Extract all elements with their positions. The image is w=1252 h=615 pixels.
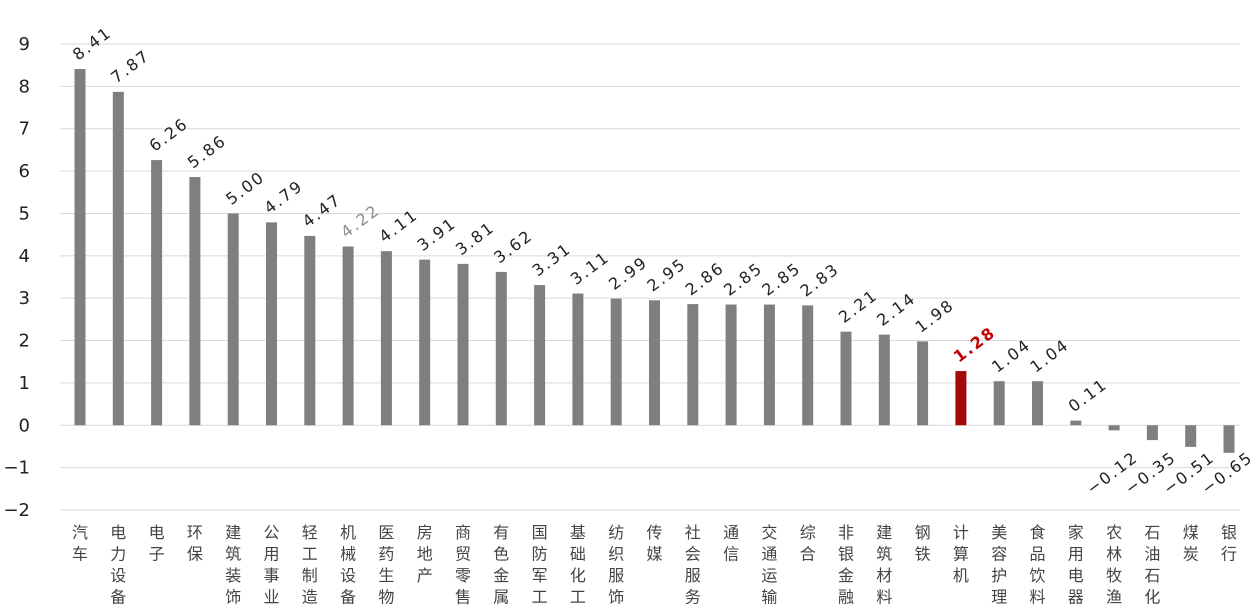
y-tick-label: −2 xyxy=(3,500,30,521)
value-label: 1.04 xyxy=(988,335,1034,376)
value-label: 2.21 xyxy=(835,285,881,326)
bar xyxy=(381,251,392,425)
bar xyxy=(419,260,430,426)
y-tick-label: 0 xyxy=(19,415,30,436)
category-label: 计算机 xyxy=(953,523,969,585)
y-tick-label: 3 xyxy=(19,288,30,309)
bar xyxy=(113,92,124,425)
category-label: 煤炭 xyxy=(1183,523,1199,564)
category-label: 轻工制造 xyxy=(302,523,318,607)
category-label: 国防军工 xyxy=(532,523,548,607)
category-label: 环保 xyxy=(187,523,203,564)
bar xyxy=(1147,425,1158,440)
value-label: 2.85 xyxy=(758,258,804,299)
bar xyxy=(726,305,737,426)
y-tick-label: 4 xyxy=(19,246,30,267)
bar xyxy=(687,304,698,425)
bar xyxy=(343,246,354,425)
value-label: 1.98 xyxy=(912,295,958,336)
category-label: 社会服务 xyxy=(685,523,701,607)
value-labels: 8.417.876.265.865.004.794.474.224.113.91… xyxy=(69,23,1252,498)
category-label: 纺织服饰 xyxy=(608,523,624,607)
value-label: 7.87 xyxy=(107,46,153,87)
bar xyxy=(75,69,86,425)
category-label: 基础化工 xyxy=(570,523,586,607)
value-label: 1.04 xyxy=(1026,335,1072,376)
bar xyxy=(228,213,239,425)
category-label: 通信 xyxy=(723,523,739,564)
category-label: 房地产 xyxy=(417,523,433,585)
value-label: 2.85 xyxy=(720,258,766,299)
bar xyxy=(611,299,622,426)
value-label: 2.95 xyxy=(643,254,689,295)
bar xyxy=(955,371,966,425)
bar xyxy=(534,285,545,425)
category-label: 石油石化 xyxy=(1144,523,1160,607)
bar xyxy=(1032,381,1043,425)
bar xyxy=(1109,425,1120,430)
y-tick-label: 6 xyxy=(19,161,30,182)
bar xyxy=(879,335,890,426)
value-label: 8.41 xyxy=(69,23,115,64)
value-label: 0.11 xyxy=(1065,374,1111,415)
bar xyxy=(1185,425,1196,447)
y-tick-label: 7 xyxy=(19,119,30,140)
bar xyxy=(649,300,660,425)
y-tick-label: 5 xyxy=(19,203,30,224)
category-label: 建筑材料 xyxy=(876,523,892,607)
bar xyxy=(151,160,162,425)
bar xyxy=(189,177,200,425)
value-label: 5.86 xyxy=(184,131,230,172)
category-label: 建筑装饰 xyxy=(225,523,241,607)
y-tick-label: 8 xyxy=(19,76,30,97)
y-axis-ticks: 9 8 7 6 5 4 3 2 1 0 −1 −2 xyxy=(3,34,30,521)
value-label: 2.99 xyxy=(605,252,651,293)
category-label: 机械设备 xyxy=(340,523,356,607)
category-label: 综合 xyxy=(800,523,816,564)
category-label: 汽车 xyxy=(72,523,88,564)
bar xyxy=(841,332,852,426)
bar xyxy=(458,264,469,425)
category-label: 医药生物 xyxy=(378,523,394,607)
category-label: 有色金属 xyxy=(493,523,509,607)
bar xyxy=(304,236,315,425)
bars xyxy=(75,69,1235,453)
bar xyxy=(572,294,583,426)
bar xyxy=(917,341,928,425)
category-label: 交通运输 xyxy=(761,523,777,607)
category-label: 钢铁 xyxy=(915,523,931,564)
value-label: 4.22 xyxy=(337,200,383,241)
bar xyxy=(994,381,1005,425)
y-tick-label: 2 xyxy=(19,331,30,352)
value-label: 2.86 xyxy=(682,258,728,299)
bar xyxy=(802,305,813,425)
category-label: 美容护理 xyxy=(991,523,1007,607)
bar xyxy=(1224,425,1235,453)
category-label: 银行 xyxy=(1221,523,1237,564)
bar xyxy=(496,272,507,425)
y-tick-label: −1 xyxy=(3,458,30,479)
y-tick-label: 1 xyxy=(19,373,30,394)
category-label: 非银金融 xyxy=(838,523,854,607)
category-label: 传媒 xyxy=(646,523,662,564)
value-label: 6.26 xyxy=(146,114,192,155)
category-label: 家用电器 xyxy=(1068,523,1084,607)
category-label: 电子 xyxy=(149,523,165,564)
bar xyxy=(764,305,775,426)
category-label: 公用事业 xyxy=(263,523,279,607)
category-label: 农林牧渔 xyxy=(1106,523,1122,607)
category-label: 商贸零售 xyxy=(455,523,471,607)
bar xyxy=(266,222,277,425)
category-label: 食品饮料 xyxy=(1029,523,1045,607)
category-label: 电力设备 xyxy=(110,523,126,607)
y-tick-label: 9 xyxy=(19,34,30,55)
bar xyxy=(1070,421,1081,426)
value-label: 2.83 xyxy=(797,259,843,300)
